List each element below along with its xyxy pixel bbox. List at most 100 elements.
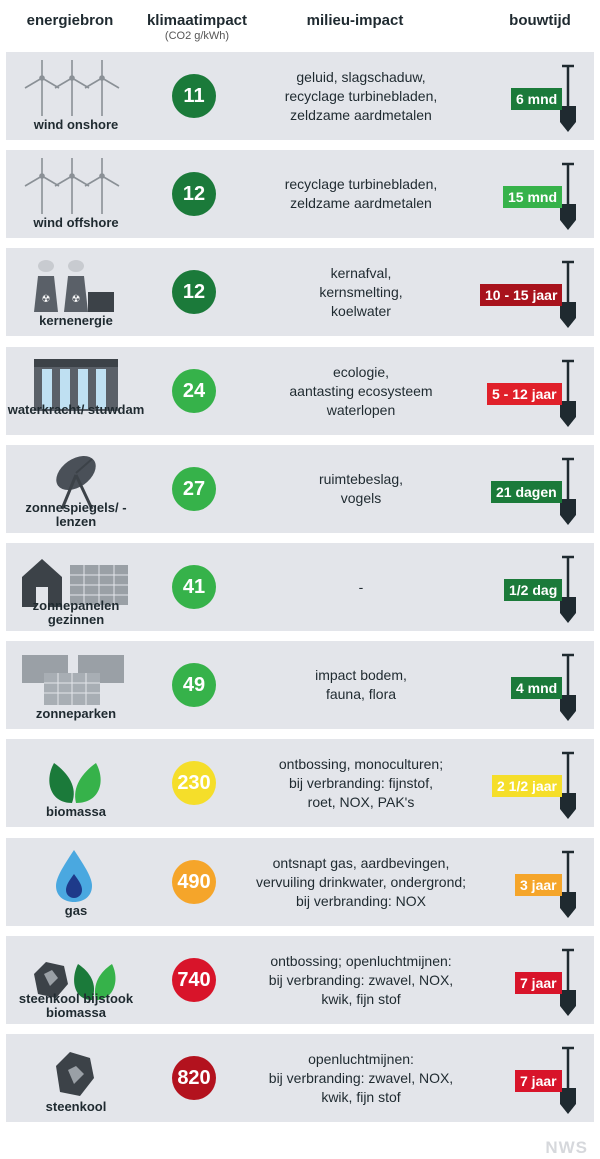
energy-source-label: gas	[64, 903, 88, 918]
svg-text:☢: ☢	[42, 294, 51, 305]
shovel-icon	[552, 64, 582, 134]
solar-park-icon	[14, 649, 134, 707]
impact-line: ontsnapt gas, aardbevingen,	[272, 855, 450, 871]
co2-value-circle: 11	[172, 74, 216, 118]
impact-line: impact bodem,	[315, 667, 407, 683]
shovel-icon	[552, 555, 582, 625]
impact-line: roet, NOX, PAK's	[307, 794, 415, 810]
col-header-climate: klimaatimpact	[146, 12, 248, 29]
col-header-buildtime: bouwtijd	[509, 12, 571, 29]
buildtime-tag: 7 jaar	[515, 1070, 562, 1092]
environment-impact-text: impact bodem, fauna, flora	[246, 666, 476, 704]
environment-impact-text: ontbossing; openluchtmijnen: bij verbrand…	[246, 952, 476, 1009]
impact-line: bij verbranding: zwavel, NOX,	[268, 1070, 454, 1086]
coal-and-leaves-icon	[14, 944, 134, 1002]
wind-turbines-icon	[14, 60, 134, 118]
table-row: steenkool 820 openluchtmijnen: bij verbrand…	[6, 1034, 594, 1122]
impact-line: ruimtebeslag,	[318, 471, 404, 487]
environment-impact-text: -	[246, 578, 476, 597]
shovel-icon	[552, 653, 582, 723]
shovel-icon	[552, 260, 582, 330]
impact-line: vervuiling drinkwater, ondergrond;	[255, 874, 467, 890]
coal-icon	[14, 1042, 134, 1100]
buildtime-tag: 5 - 12 jaar	[487, 383, 562, 405]
environment-impact-text: ruimtebeslag, vogels	[246, 470, 476, 508]
nws-logo: NWS	[545, 1138, 588, 1157]
svg-text:☢: ☢	[72, 294, 81, 305]
buildtime-tag: 2 1/2 jaar	[492, 775, 562, 797]
shovel-icon	[552, 948, 582, 1018]
table-header: energiebron klimaatimpact (CO2 g/kWh) mi…	[0, 0, 600, 50]
buildtime-tag: 7 jaar	[515, 972, 562, 994]
co2-value-circle: 12	[172, 172, 216, 216]
impact-line: koelwater	[331, 303, 391, 319]
impact-line: -	[358, 579, 364, 595]
impact-line: kernafval,	[330, 265, 392, 281]
energy-source-label: wind onshore	[33, 117, 119, 132]
impact-line: zeldzame aardmetalen	[290, 195, 432, 211]
impact-line: openluchtmijnen:	[308, 1051, 414, 1067]
impact-line: zeldzame aardmetalen	[290, 107, 432, 123]
buildtime-tag: 15 mnd	[503, 186, 563, 208]
buildtime-tag: 4 mnd	[511, 677, 563, 699]
co2-value-circle: 41	[172, 565, 216, 609]
table-row: steenkool bijstook biomassa 740 ontbossing…	[6, 936, 594, 1024]
energy-source-label: waterkracht/ stuwdam	[7, 402, 145, 417]
shovel-icon	[552, 850, 582, 920]
buildtime-tag: 3 jaar	[515, 874, 562, 896]
impact-line: waterlopen	[326, 402, 396, 418]
environment-impact-text: recyclage turbinebladen, zeldzame aardmet…	[246, 175, 476, 213]
impact-line: bij verbranding: NOX	[296, 893, 426, 909]
co2-value-circle: 24	[172, 369, 216, 413]
energy-source-label: steenkool bijstook biomassa	[18, 991, 134, 1020]
shovel-icon	[552, 751, 582, 821]
wind-turbines-icon	[14, 158, 134, 216]
energy-source-label: zonnepanelen gezinnen	[32, 598, 120, 627]
co2-value-circle: 820	[172, 1056, 216, 1100]
solar-dish-icon	[14, 453, 134, 511]
table-row: zonneparken 49 impact bodem, fauna, flora 4…	[6, 641, 594, 729]
impact-line: ontbossing, monoculturen;	[278, 756, 444, 772]
table-row: ☢ ☢ kernenergie 12 kernafval, kernsmelting, k…	[6, 248, 594, 336]
environment-impact-text: openluchtmijnen: bij verbranding: zwavel,…	[246, 1050, 476, 1107]
co2-value-circle: 12	[172, 270, 216, 314]
impact-line: kernsmelting,	[319, 284, 403, 300]
environment-impact-text: ontsnapt gas, aardbevingen, vervuiling dr…	[246, 854, 476, 911]
buildtime-tag: 21 dagen	[491, 481, 562, 503]
impact-line: fauna, flora	[325, 686, 397, 702]
environment-impact-text: ontbossing, monoculturen; bij verbranding…	[246, 755, 476, 812]
energy-source-label: zonneparken	[35, 706, 117, 721]
house-solar-panel-icon	[14, 551, 134, 609]
energy-source-label: wind offshore	[33, 215, 119, 230]
environment-impact-text: kernafval, kernsmelting, koelwater	[246, 264, 476, 321]
buildtime-tag: 10 - 15 jaar	[480, 284, 563, 306]
col-header-environment: milieu-impact	[306, 12, 404, 29]
table-row: gas 490 ontsnapt gas, aardbevingen, vervuil…	[6, 838, 594, 926]
shovel-icon	[552, 1046, 582, 1116]
buildtime-tag: 6 mnd	[511, 88, 563, 110]
impact-line: kwik, fijn stof	[321, 991, 401, 1007]
col-header-source: energiebron	[26, 12, 114, 29]
environment-impact-text: geluid, slagschaduw, recyclage turbinebla…	[246, 68, 476, 125]
impact-line: ontbossing; openluchtmijnen:	[270, 953, 452, 969]
dam-icon	[14, 355, 134, 413]
energy-source-label: zonnespiegels/ - lenzen	[25, 500, 127, 529]
impact-line: kwik, fijn stof	[321, 1089, 401, 1105]
impact-line: recyclage turbinebladen,	[284, 88, 438, 104]
co2-value-circle: 490	[172, 860, 216, 904]
impact-line: recyclage turbinebladen,	[284, 176, 438, 192]
table-row: biomassa 230 ontbossing, monoculturen; bij …	[6, 739, 594, 827]
shovel-icon	[552, 162, 582, 232]
leaves-icon	[14, 747, 134, 805]
table-row: wind onshore 11 geluid, slagschaduw, recycl…	[6, 52, 594, 140]
shovel-icon	[552, 359, 582, 429]
buildtime-tag: 1/2 dag	[504, 579, 563, 601]
impact-line: bij verbranding: zwavel, NOX,	[268, 972, 454, 988]
impact-line: ecologie,	[332, 364, 390, 380]
environment-impact-text: ecologie, aantasting ecosysteem waterlopen	[246, 363, 476, 420]
impact-line: bij verbranding: fijnstof,	[289, 775, 433, 791]
co2-value-circle: 27	[172, 467, 216, 511]
impact-line: vogels	[340, 490, 382, 506]
impact-line: aantasting ecosysteem	[289, 383, 433, 399]
table-row: waterkracht/ stuwdam 24 ecologie, aantastin…	[6, 347, 594, 435]
